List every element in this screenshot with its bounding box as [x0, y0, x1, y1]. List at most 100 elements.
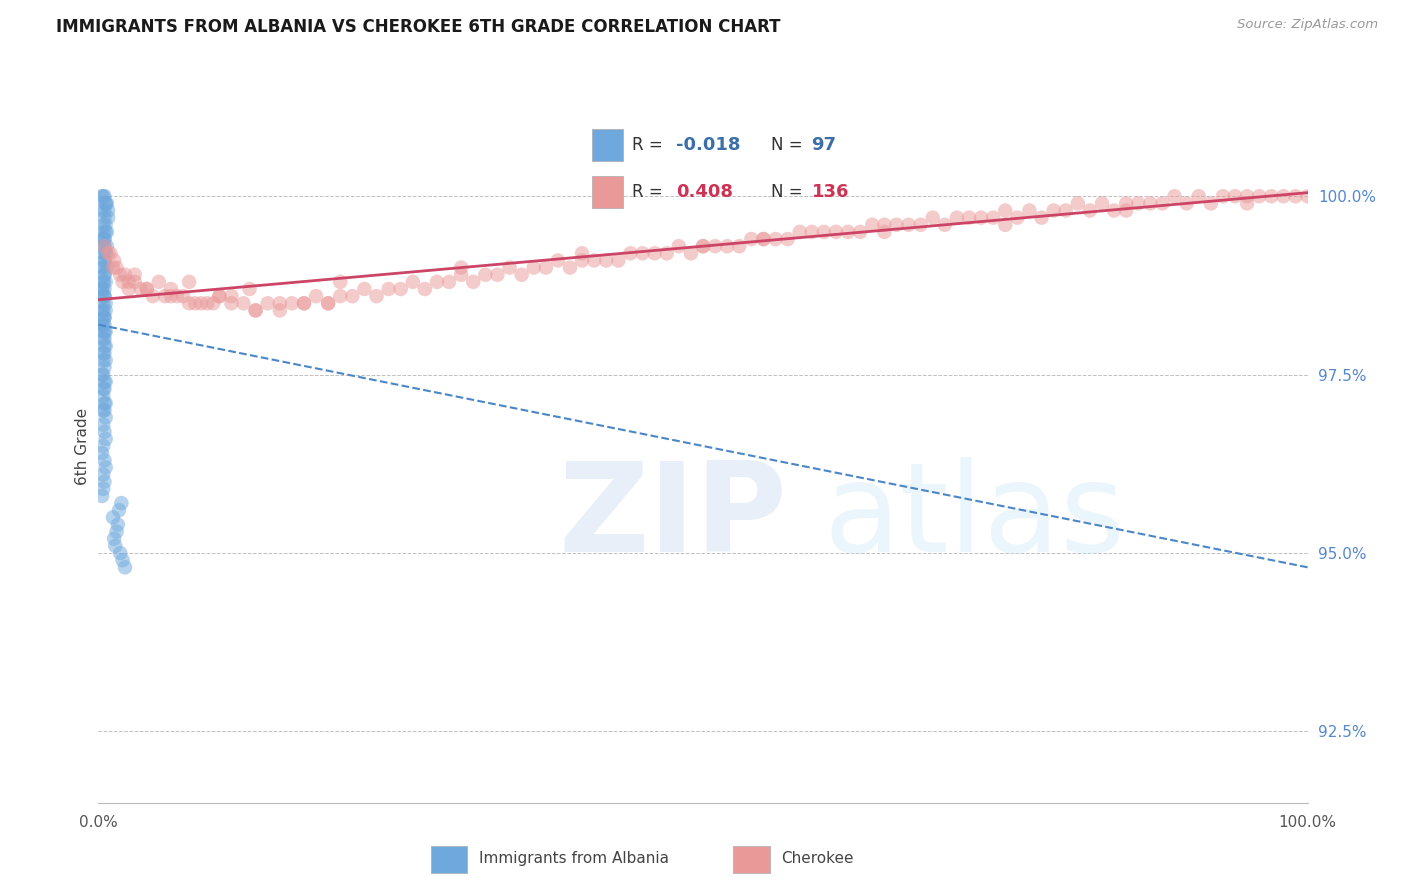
Point [135, 282, 157, 296]
Point [93, 332, 115, 346]
Point [269, 303, 291, 318]
Point [329, 289, 352, 303]
Point [1188, 189, 1211, 203]
Point [166, 289, 188, 303]
Point [1212, 189, 1234, 203]
Point [679, 246, 702, 260]
Point [129, 282, 152, 296]
Point [934, 218, 956, 232]
Point [366, 289, 388, 303]
Point [91, 203, 114, 218]
Point [981, 211, 1004, 225]
Point [93, 282, 115, 296]
Point [93, 453, 115, 467]
Point [105, 524, 128, 539]
Text: R =: R = [633, 136, 664, 153]
Point [292, 296, 315, 310]
Point [558, 260, 581, 275]
Point [93, 403, 115, 417]
Point [94, 225, 117, 239]
Point [114, 560, 136, 574]
Point [305, 289, 328, 303]
Point [93, 268, 115, 282]
Point [160, 289, 183, 303]
Point [142, 289, 165, 303]
Point [886, 218, 908, 232]
Point [108, 268, 131, 282]
Point [91, 368, 114, 382]
Point [946, 211, 969, 225]
Point [1272, 189, 1295, 203]
Point [91, 225, 114, 239]
Point [269, 296, 291, 310]
Point [245, 303, 267, 318]
Point [450, 260, 472, 275]
Point [93, 253, 115, 268]
Point [292, 296, 315, 310]
Point [93, 289, 115, 303]
Point [94, 303, 117, 318]
Point [752, 232, 775, 246]
Point [190, 296, 212, 310]
Point [93, 289, 115, 303]
Point [114, 268, 136, 282]
Point [91, 332, 114, 346]
Point [1163, 189, 1185, 203]
Point [389, 282, 412, 296]
Point [91, 275, 114, 289]
Point [91, 232, 114, 246]
Point [208, 289, 231, 303]
Point [108, 503, 131, 517]
Text: -0.018: -0.018 [676, 136, 741, 153]
Point [281, 296, 304, 310]
Point [93, 232, 115, 246]
Point [118, 275, 141, 289]
Point [692, 239, 714, 253]
Point [994, 218, 1017, 232]
Point [91, 417, 114, 432]
Point [93, 339, 115, 353]
Point [437, 275, 460, 289]
Point [94, 246, 117, 260]
Point [1236, 189, 1258, 203]
Point [316, 296, 339, 310]
Point [94, 353, 117, 368]
Point [91, 218, 114, 232]
Point [100, 246, 122, 260]
Point [97, 203, 120, 218]
Point [91, 325, 114, 339]
Point [91, 467, 114, 482]
Point [94, 339, 117, 353]
Point [94, 396, 117, 410]
Point [124, 275, 146, 289]
Point [921, 211, 943, 225]
Point [96, 239, 118, 253]
Point [91, 189, 114, 203]
Point [184, 296, 207, 310]
Point [1296, 189, 1319, 203]
Point [91, 346, 114, 360]
Point [96, 260, 118, 275]
Point [91, 239, 114, 253]
Point [93, 310, 115, 325]
Point [94, 275, 117, 289]
Point [93, 189, 115, 203]
Point [110, 496, 132, 510]
Point [93, 396, 115, 410]
Point [547, 253, 569, 268]
Point [1042, 203, 1064, 218]
Point [93, 232, 115, 246]
Point [195, 296, 218, 310]
Point [91, 368, 114, 382]
Point [97, 211, 120, 225]
Point [1128, 196, 1150, 211]
Point [91, 189, 114, 203]
Point [897, 218, 920, 232]
Point [450, 268, 472, 282]
Point [91, 303, 114, 318]
Point [1102, 203, 1125, 218]
Text: 97: 97 [811, 136, 837, 153]
Point [692, 239, 714, 253]
Point [91, 382, 114, 396]
Point [1067, 196, 1090, 211]
